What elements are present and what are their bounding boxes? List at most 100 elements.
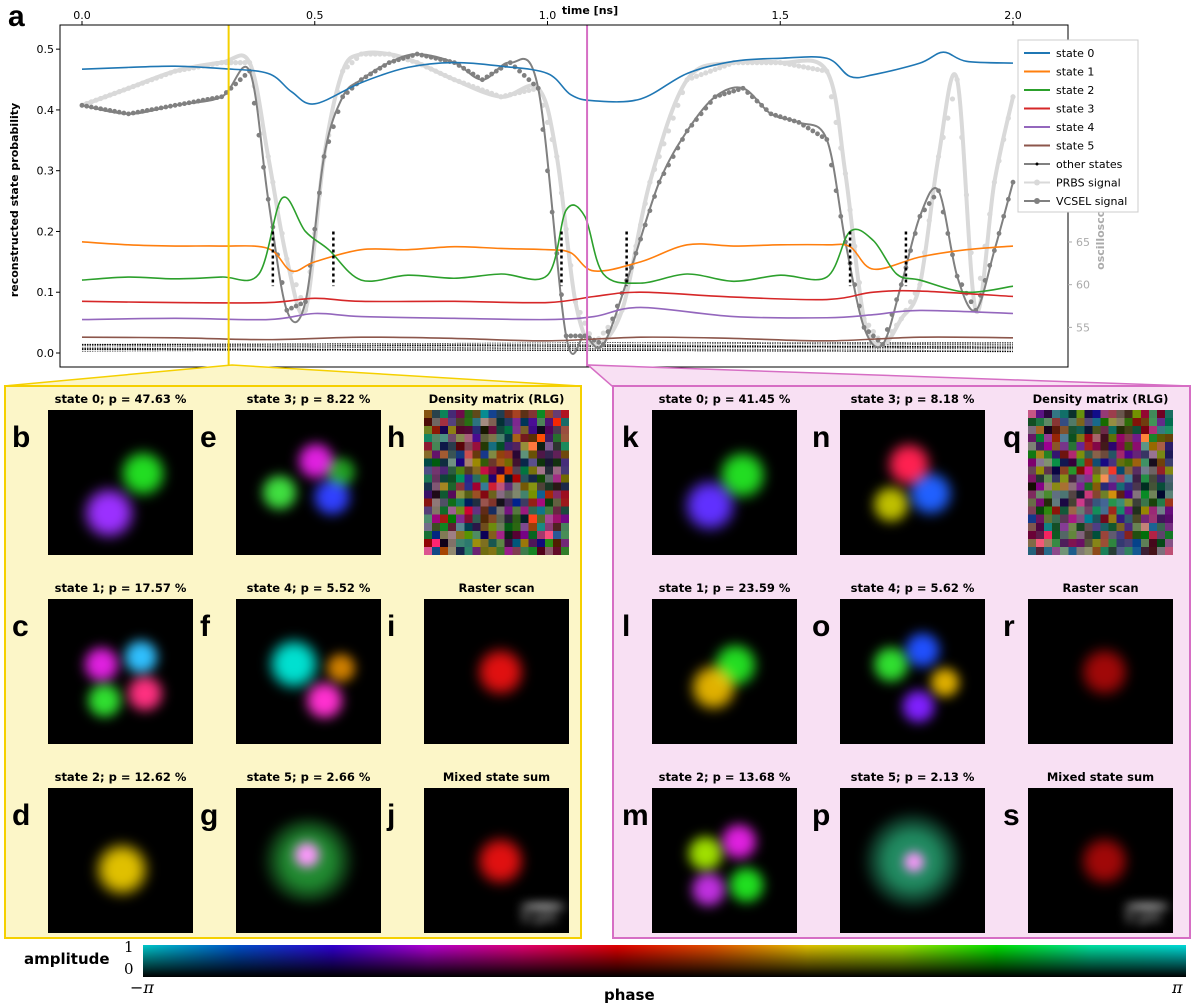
panel-title-n: state 3; p = 8.18 % <box>850 392 975 406</box>
vcsel-signal-point <box>661 171 667 177</box>
panel-letter-e: e <box>200 421 217 454</box>
panel-letter-b: b <box>12 421 31 454</box>
prbs-signal-point <box>181 66 188 73</box>
prbs-signal-point <box>493 92 499 98</box>
prbs-signal-point <box>512 90 518 97</box>
panel-letter-l: l <box>622 610 631 643</box>
vcsel-signal-point <box>577 333 583 339</box>
prbs-signal-point <box>814 66 821 73</box>
vcsel-signal-point <box>535 85 541 91</box>
prbs-signal-point <box>284 256 290 262</box>
time-series-plot: 0.0 0.5 1.0 1.5 2.0 time [ns] 0.0 0.1 0.2 0.3 0.4 0… <box>8 4 1139 368</box>
vcsel-signal-point <box>954 273 960 279</box>
prbs-signal-point <box>786 61 793 67</box>
vcsel-signal-point <box>107 108 113 113</box>
vcsel-signal-point <box>777 114 783 120</box>
vcsel-signal-point <box>368 71 374 77</box>
legend-marker <box>1034 179 1040 186</box>
amplitude-min-label: 0 <box>124 960 134 978</box>
prbs-signal-point <box>749 60 755 66</box>
prbs-signal-point <box>554 153 560 160</box>
prbs-signal-point <box>768 60 774 66</box>
scale-bar <box>1125 904 1169 909</box>
legend-label: state 5 <box>1056 140 1094 153</box>
vcsel-signal-point <box>465 68 471 74</box>
prbs-signal-point <box>428 66 434 72</box>
panel-letter-d: d <box>12 799 31 832</box>
vcsel-signal-point <box>898 282 904 288</box>
prbs-signal-point <box>461 80 467 86</box>
vcsel-signal-point <box>1001 213 1007 219</box>
vcsel-signal-point <box>279 280 285 285</box>
prbs-signal-point <box>242 60 248 66</box>
prbs-signal-point <box>940 134 946 140</box>
panel-title-m: state 2; p = 13.68 % <box>658 770 791 784</box>
vcsel-signal-point <box>694 117 699 122</box>
prbs-signal-point <box>968 250 974 256</box>
vcsel-signal-point <box>856 303 862 309</box>
x-axis-label: time [ns] <box>562 4 618 17</box>
prbs-signal-point <box>791 62 797 68</box>
vcsel-signal-point <box>265 196 271 202</box>
mode-image-r <box>1028 599 1173 744</box>
prbs-signal-point <box>754 60 760 66</box>
prbs-signal-point <box>745 60 751 66</box>
panel-letter-c: c <box>12 610 29 643</box>
prbs-signal-point <box>451 77 457 83</box>
vcsel-signal-point <box>154 106 159 112</box>
mode-image-c <box>48 599 193 744</box>
vcsel-signal-point <box>158 105 164 111</box>
phase-min-label: −π <box>130 978 154 997</box>
y-left-tick-label: 0.5 <box>37 43 55 56</box>
prbs-signal-point <box>684 77 690 83</box>
prbs-signal-point <box>270 179 276 185</box>
prbs-signal-point <box>838 145 844 151</box>
mode-image-k <box>652 410 797 555</box>
vcsel-signal-point <box>1010 179 1016 185</box>
prbs-signal-point <box>689 75 695 81</box>
prbs-signal-point <box>638 222 644 228</box>
prbs-signal-point <box>358 51 364 57</box>
right-connector <box>585 364 1191 387</box>
vcsel-signal-point <box>996 231 1002 236</box>
vcsel-signal-point <box>791 118 797 124</box>
vcsel-signal-point <box>177 102 183 107</box>
vcsel-signal-point <box>838 213 844 219</box>
mode-image-p <box>840 788 985 933</box>
series-line-state-2 <box>81 196 1014 294</box>
prbs-signal-point <box>209 61 215 67</box>
vcsel-signal-point <box>116 109 122 115</box>
x-tick-label: 0.0 <box>73 9 91 22</box>
vcsel-signal-point <box>754 98 760 104</box>
prbs-signal-point <box>372 51 378 57</box>
vcsel-signal-point <box>219 94 225 100</box>
vcsel-signal-point <box>987 263 993 268</box>
prbs-signal-point <box>223 60 229 66</box>
scale-bar-label: 5 μm <box>1125 910 1161 926</box>
vcsel-signal-point <box>726 90 732 95</box>
vcsel-signal-point <box>782 115 788 121</box>
panel-letter-g: g <box>200 799 219 832</box>
vcsel-signal-point <box>610 316 616 322</box>
x-tick-label: 1.5 <box>772 9 790 22</box>
vcsel-signal-point <box>950 252 955 258</box>
prbs-signal-point <box>782 60 788 67</box>
vcsel-signal-point <box>424 53 429 59</box>
vcsel-signal-point <box>84 103 90 109</box>
vcsel-signal-point <box>568 333 574 339</box>
prbs-signal-point <box>907 299 914 305</box>
vcsel-signal-point <box>670 154 676 159</box>
vcsel-signal-point <box>256 132 262 138</box>
vcsel-signal-point <box>470 71 476 77</box>
prbs-signal-point <box>544 119 551 126</box>
vcsel-signal-point <box>93 105 99 111</box>
vcsel-signal-point <box>540 127 546 132</box>
prbs-signal-point <box>721 63 727 69</box>
vcsel-signal-point <box>414 51 420 57</box>
vcsel-signal-point <box>805 125 811 131</box>
prbs-signal-point <box>894 322 900 328</box>
panel-letter-q: q <box>1003 421 1022 454</box>
vcsel-signal-point <box>344 90 350 95</box>
prbs-signal-point <box>349 60 355 66</box>
prbs-signal-point <box>665 128 672 134</box>
